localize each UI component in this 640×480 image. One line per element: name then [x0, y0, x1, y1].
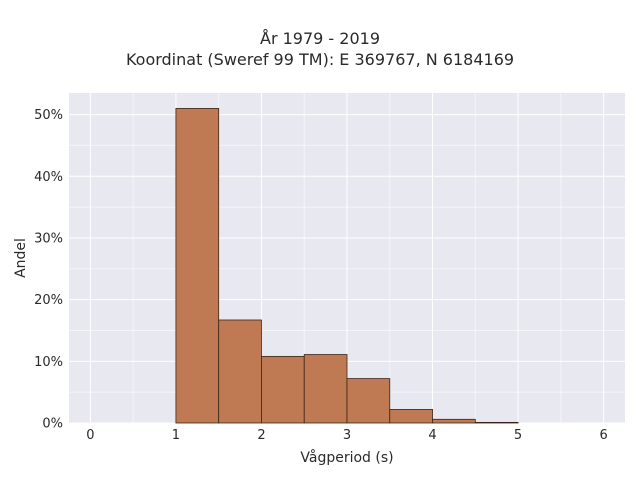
histogram-bar	[389, 409, 433, 424]
x-tick-label: 3	[343, 428, 351, 443]
histogram-bar	[432, 418, 476, 424]
histogram-bar	[218, 319, 262, 424]
bars	[175, 108, 519, 424]
x-axis-ticks: 0 1 2 3 4 5 6	[86, 428, 608, 443]
y-axis-ticks: 0% 10% 20% 30% 40% 50%	[34, 108, 63, 431]
x-axis-title: Vågperiod (s)	[300, 449, 393, 466]
y-tick-label: 50%	[34, 108, 63, 123]
x-tick-label: 1	[172, 428, 180, 443]
x-tick-label: 5	[514, 428, 522, 443]
histogram-bar	[261, 355, 305, 424]
y-tick-label: 40%	[34, 170, 63, 185]
y-tick-label: 30%	[34, 231, 63, 246]
chart-subtitle: Koordinat (Sweref 99 TM): E 369767, N 61…	[125, 50, 515, 69]
x-tick-label: 2	[257, 428, 265, 443]
y-axis-title: Andel	[13, 238, 29, 278]
histogram-bar	[474, 421, 519, 424]
histogram-bar	[175, 108, 220, 424]
y-tick-label: 10%	[34, 355, 63, 370]
y-tick-label: 20%	[34, 293, 63, 308]
y-tick-label: 0%	[42, 417, 63, 432]
x-tick-label: 4	[428, 428, 436, 443]
x-tick-label: 0	[86, 428, 94, 443]
x-tick-label: 6	[599, 428, 607, 443]
chart-title: År 1979 - 2019	[260, 29, 380, 48]
histogram-bar	[303, 354, 348, 424]
histogram-bar	[346, 378, 391, 424]
